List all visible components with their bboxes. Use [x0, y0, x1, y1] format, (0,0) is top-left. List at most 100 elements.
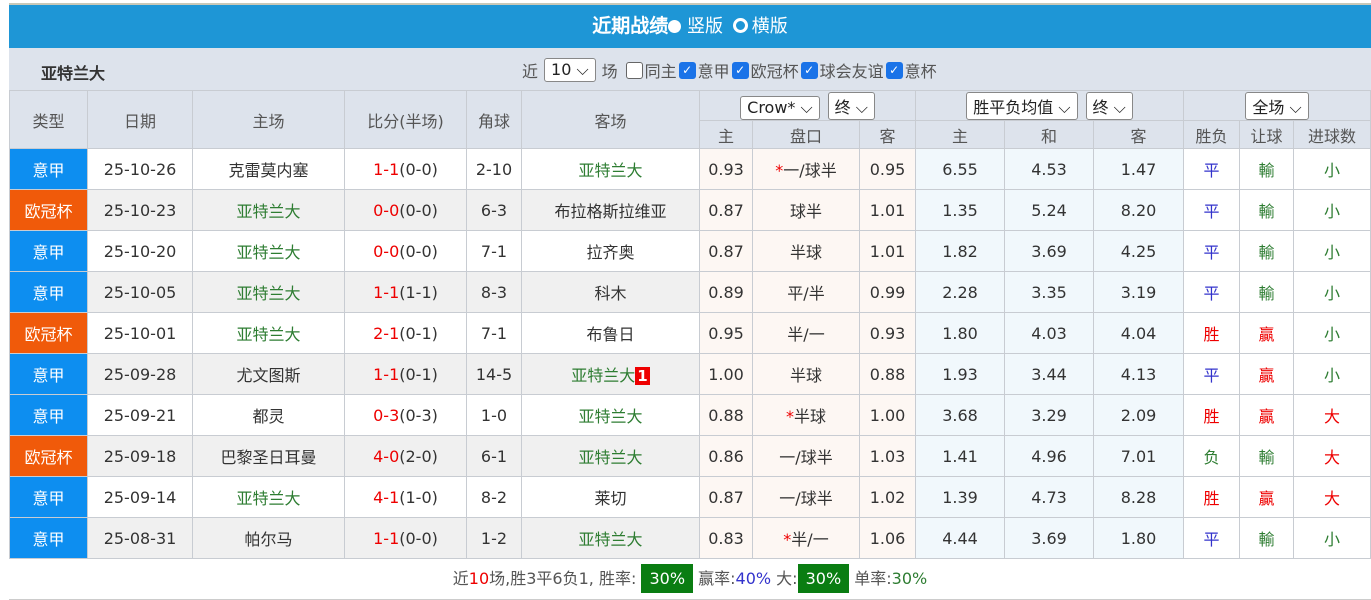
handicap-result: 輸: [1239, 189, 1295, 231]
sub-col: 胜负: [1183, 120, 1241, 149]
results-table: 类型 日期 主场 比分(半场) 角球 客场 Crow* ⌵ 终 ⌵ 胜平负均值 ⌵…: [9, 90, 1371, 559]
score[interactable]: 1-1(0-0): [344, 517, 467, 559]
score[interactable]: 1-1(1-1): [344, 271, 467, 313]
home-team[interactable]: 亚特兰大: [192, 312, 345, 354]
home-team[interactable]: 亚特兰大: [192, 189, 345, 231]
sub-col: 让球: [1239, 120, 1295, 149]
win-odds: 1.41: [915, 435, 1006, 477]
home-odds: 0.86: [699, 435, 753, 477]
home-team[interactable]: 亚特兰大: [192, 230, 345, 272]
corners: 2-10: [466, 148, 522, 190]
goals-result: 小: [1293, 271, 1371, 313]
away-odds: 1.02: [858, 476, 917, 518]
avg-time-select[interactable]: 终 ⌵: [1085, 91, 1133, 120]
sub-col: 和: [1004, 120, 1095, 149]
away-team[interactable]: 拉齐奥: [521, 230, 700, 272]
away-team[interactable]: 科木: [521, 271, 700, 313]
result: 平: [1183, 517, 1241, 559]
recent-results-panel: 近期战绩 竖版 横版 亚特兰大 近 10 ⌵ 场 同主 ✓ 意甲 ✓ 欧冠杯 ✓ 球会…: [9, 3, 1371, 600]
match-type[interactable]: 欧冠杯: [9, 435, 88, 477]
match-type[interactable]: 意甲: [9, 476, 88, 518]
handicap: 一/球半: [752, 435, 860, 477]
score[interactable]: 0-3(0-3): [344, 394, 467, 436]
away-team[interactable]: 亚特兰大 1: [521, 353, 700, 395]
away-team[interactable]: 亚特兰大: [521, 148, 700, 190]
odd-rate: 30%: [891, 569, 928, 588]
avg-select[interactable]: 胜平负均值 ⌵: [966, 91, 1078, 120]
away-odds: 1.01: [858, 230, 917, 272]
result: 胜: [1183, 476, 1241, 518]
company-select[interactable]: Crow* ⌵: [740, 95, 820, 120]
result: 胜: [1183, 394, 1241, 436]
table-row: 意甲 25-08-31 帕尔马 1-1(0-0) 1-2 亚特兰大 0.83 *…: [9, 517, 1371, 559]
score[interactable]: 1-1(0-1): [344, 353, 467, 395]
loss-odds: 4.25: [1093, 230, 1185, 272]
table-row: 意甲 25-10-20 亚特兰大 0-0(0-0) 7-1 拉齐奥 0.87 半…: [9, 230, 1371, 272]
scope-select[interactable]: 全场 ⌵: [1245, 91, 1309, 120]
home-team[interactable]: 亚特兰大: [192, 271, 345, 313]
home-team[interactable]: 克雷莫内塞: [192, 148, 345, 190]
match-type[interactable]: 欧冠杯: [9, 189, 88, 231]
col-score: 比分(半场): [344, 90, 467, 149]
match-type[interactable]: 意甲: [9, 148, 88, 190]
score[interactable]: 4-0(2-0): [344, 435, 467, 477]
home-team[interactable]: 都灵: [192, 394, 345, 436]
result: 负: [1183, 435, 1241, 477]
away-team[interactable]: 布鲁日: [521, 312, 700, 354]
home-odds: 1.00: [699, 353, 753, 395]
table-row: 欧冠杯 25-10-01 亚特兰大 2-1(0-1) 7-1 布鲁日 0.95 …: [9, 312, 1371, 354]
result: 平: [1183, 148, 1241, 190]
filter-bar: 亚特兰大 近 10 ⌵ 场 同主 ✓ 意甲 ✓ 欧冠杯 ✓ 球会友谊 ✓ 意杯: [9, 48, 1371, 90]
corners: 6-1: [466, 435, 522, 477]
match-count-select[interactable]: 10 ⌵: [544, 58, 596, 82]
win-odds: 2.28: [915, 271, 1006, 313]
match-type[interactable]: 意甲: [9, 394, 88, 436]
summary-text: 单率:: [854, 569, 892, 588]
score[interactable]: 2-1(0-1): [344, 312, 467, 354]
corners: 1-0: [466, 394, 522, 436]
league-checkbox[interactable]: ✓: [731, 61, 749, 79]
win-odds: 1.35: [915, 189, 1006, 231]
handicap-result: 輸: [1239, 517, 1295, 559]
score[interactable]: 0-0(0-0): [344, 189, 467, 231]
match-date: 25-09-21: [87, 394, 193, 436]
match-type[interactable]: 欧冠杯: [9, 312, 88, 354]
match-type[interactable]: 意甲: [9, 517, 88, 559]
radio-vertical-selected[interactable]: [668, 20, 682, 33]
home-team[interactable]: 亚特兰大: [192, 476, 345, 518]
home-team[interactable]: 帕尔马: [192, 517, 345, 559]
league-checkbox[interactable]: ✓: [885, 61, 903, 79]
same-home-checkbox[interactable]: [625, 61, 643, 79]
horizontal-label[interactable]: 横版: [751, 16, 788, 37]
home-odds: 0.87: [699, 476, 753, 518]
loss-odds: 8.28: [1093, 476, 1185, 518]
home-team[interactable]: 尤文图斯: [192, 353, 345, 395]
loss-odds: 1.47: [1093, 148, 1185, 190]
home-odds: 0.87: [699, 230, 753, 272]
score[interactable]: 4-1(1-0): [344, 476, 467, 518]
handicap-result: 贏: [1239, 353, 1295, 395]
match-type[interactable]: 意甲: [9, 271, 88, 313]
win-rate-badge: 30%: [641, 564, 694, 593]
odds-time-select[interactable]: 终 ⌵: [827, 91, 875, 120]
match-type[interactable]: 意甲: [9, 230, 88, 272]
away-team[interactable]: 亚特兰大: [521, 394, 700, 436]
sub-col: 主: [699, 120, 753, 149]
league-checkbox[interactable]: ✓: [800, 61, 818, 79]
score[interactable]: 1-1(0-0): [344, 148, 467, 190]
away-team[interactable]: 亚特兰大: [521, 517, 700, 559]
summary-text: 场,胜3平6负1, 胜率:: [489, 569, 637, 588]
away-team[interactable]: 莱切: [521, 476, 700, 518]
panel-title: 近期战绩: [592, 15, 669, 37]
radio-horizontal[interactable]: [732, 18, 748, 33]
away-team[interactable]: 亚特兰大: [521, 435, 700, 477]
away-team[interactable]: 布拉格斯拉维亚: [521, 189, 700, 231]
league-checkbox[interactable]: ✓: [678, 61, 696, 79]
summary-text: 近: [452, 569, 469, 588]
match-type[interactable]: 意甲: [9, 353, 88, 395]
vertical-label[interactable]: 竖版: [687, 16, 723, 37]
home-team[interactable]: 巴黎圣日耳曼: [192, 435, 345, 477]
score[interactable]: 0-0(0-0): [344, 230, 467, 272]
corners: 7-1: [466, 230, 522, 272]
handicap-result: 輸: [1239, 230, 1295, 272]
